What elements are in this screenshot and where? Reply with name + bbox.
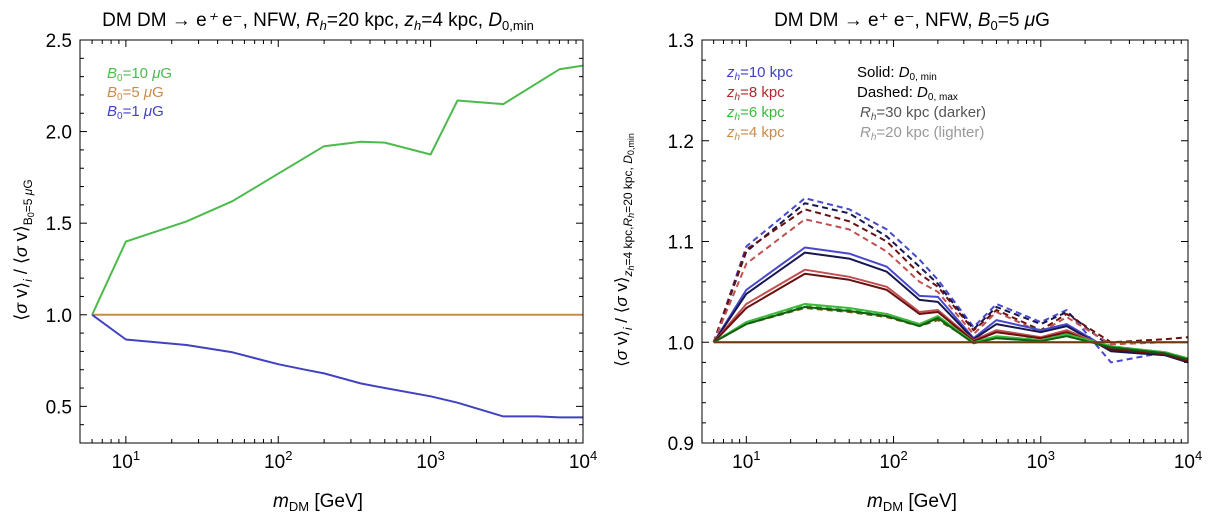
right-axis-ticks: 101 102 103 104 0.9 1.0 1.1 1.2 1.3: [668, 31, 1203, 473]
x-tick-label: 104: [569, 448, 597, 473]
note-rh-30: Rh=30 kpc (darker): [860, 104, 986, 123]
x-tick-label: 103: [1027, 448, 1055, 473]
note-solid: Solid: D0, min: [857, 64, 937, 83]
legend-b0-1: B0=1 μG: [107, 103, 164, 122]
right-x-axis-label: mDM [GeV]: [867, 491, 957, 514]
series-line-1-6: [712, 246, 1188, 363]
y-tick-label: 1.1: [668, 233, 694, 254]
y-tick-label: 1.3: [668, 31, 694, 52]
left-panel-title: DM DM → e⁺ e⁻, NFW, Rh=20 kpc, zh=4 kpc,…: [102, 10, 534, 33]
legend-zh-8: zh=8 kpc: [726, 84, 785, 103]
series-line-0-0: [91, 64, 583, 316]
left-series-lines: [91, 64, 583, 419]
y-tick-label: 1.0: [46, 306, 72, 327]
series-line-0-2: [91, 313, 583, 419]
series-line-1-10: [713, 303, 1188, 360]
series-line-1-0: [712, 197, 1188, 364]
note-rh-20: Rh=20 kpc (lighter): [860, 124, 984, 143]
right-series-lines: [712, 197, 1188, 364]
right-plot-frame: [701, 39, 1189, 444]
x-tick-label: 101: [112, 448, 140, 473]
left-x-axis-label: mDM [GeV]: [273, 491, 363, 514]
right-panel-title: DM DM → e⁺ e⁻, NFW, B0=5 μG: [774, 10, 1050, 33]
x-tick-label: 101: [732, 448, 760, 473]
left-panel: DM DM → e⁺ e⁻, NFW, Rh=20 kpc, zh=4 kpc,…: [11, 10, 597, 514]
left-y-axis-label: ⟨σ v⟩i / ⟨σ v⟩B0=5 μG: [11, 179, 36, 320]
y-tick-label: 2.0: [46, 123, 72, 144]
y-tick-label: 1.5: [46, 214, 72, 235]
right-legend: zh=10 kpc zh=8 kpc zh=6 kpc zh=4 kpc Sol…: [726, 64, 986, 143]
note-dashed: Dashed: D0, max: [857, 84, 958, 103]
series-line-1-2: [712, 208, 1188, 344]
right-y-axis-label: ⟨σ v⟩i / ⟨σ v⟩zh=4 kpc,Rh=20 kpc, D0,min: [612, 133, 636, 367]
series-line-1-3: [712, 218, 1188, 346]
legend-zh-6: zh=6 kpc: [726, 104, 785, 123]
right-panel: DM DM → e⁺ e⁻, NFW, B0=5 μG ⟨σ v⟩i / ⟨σ …: [612, 10, 1202, 514]
x-tick-label: 102: [879, 448, 907, 473]
legend-b0-10: B0=10 μG: [107, 65, 172, 84]
y-tick-label: 0.9: [668, 434, 694, 455]
y-tick-label: 2.5: [46, 31, 72, 52]
y-tick-label: 0.5: [46, 397, 72, 418]
svg-text:⟨σ v⟩i / ⟨σ v⟩zh=4 kpc,Rh=20 k: ⟨σ v⟩i / ⟨σ v⟩zh=4 kpc,Rh=20 kpc, D0,min: [612, 133, 636, 367]
legend-zh-4: zh=4 kpc: [726, 124, 785, 143]
y-tick-label: 1.2: [668, 132, 694, 153]
x-tick-label: 104: [1174, 448, 1202, 473]
y-tick-label: 1.0: [668, 333, 694, 354]
svg-text:⟨σ v⟩i / ⟨σ v⟩B0=5 μG: ⟨σ v⟩i / ⟨σ v⟩B0=5 μG: [11, 179, 36, 320]
legend-zh-10: zh=10 kpc: [726, 64, 794, 83]
x-tick-label: 102: [264, 448, 292, 473]
legend-b0-5: B0=5 μG: [107, 84, 164, 103]
x-tick-label: 103: [416, 448, 444, 473]
left-legend: B0=10 μG B0=5 μG B0=1 μG: [107, 65, 172, 122]
series-line-1-11: [713, 306, 1188, 361]
left-plot-frame: [79, 39, 584, 444]
